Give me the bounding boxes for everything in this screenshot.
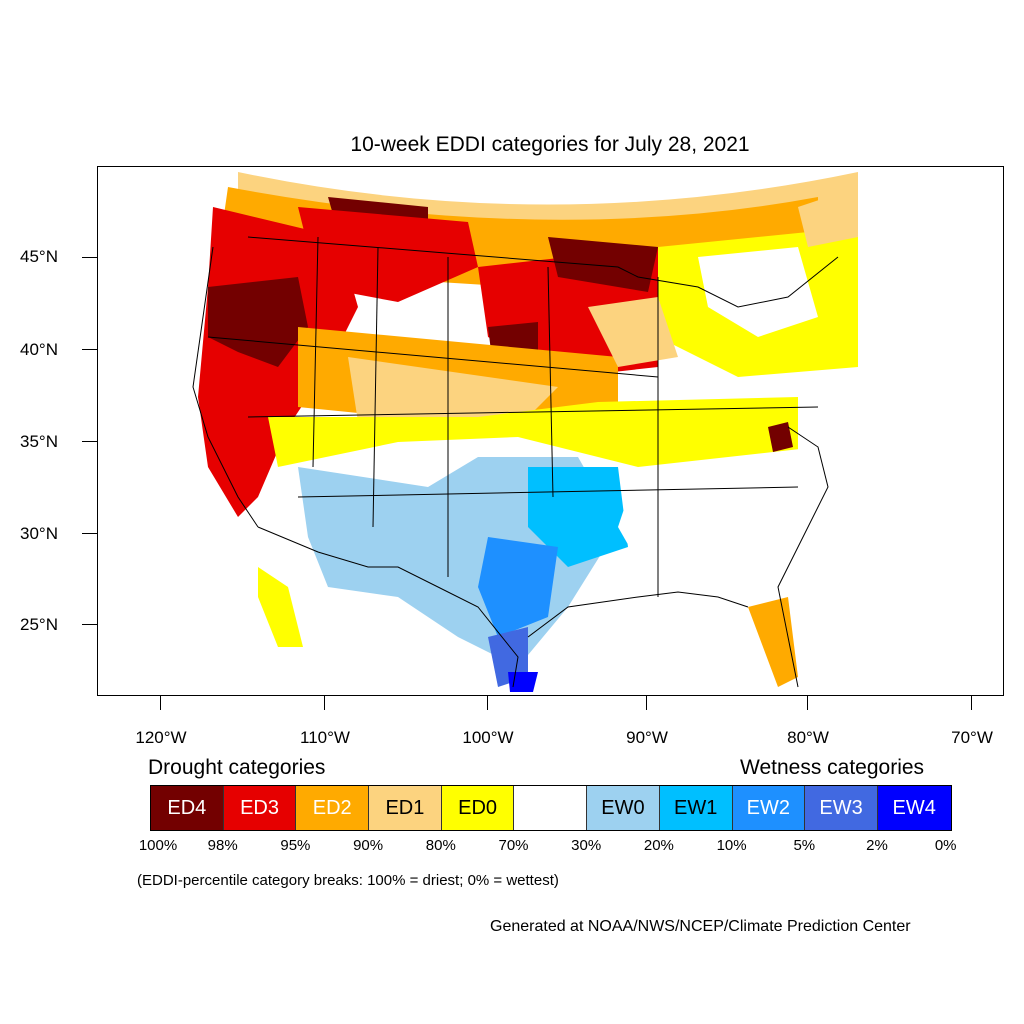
map-title: 10-week EDDI categories for July 28, 202… [350,133,750,156]
percentile-label: 90% [353,837,384,854]
boundary-lines [192,236,839,688]
lat-tick [82,349,97,350]
state-line-d [547,266,554,498]
region-ew4-coast [508,672,538,692]
map-panel [97,166,1004,696]
region-ed4-northwest [208,277,308,367]
legend-swatch-ed4: ED4 [151,786,224,830]
percentile-label: 0% [934,837,957,854]
drought-heading: Drought categories [148,756,326,779]
legend-swatch-ew2: EW2 [732,786,806,830]
state-line-g [247,406,819,418]
percentile-label: 95% [280,837,311,854]
lat-label-35: 35°N [20,432,58,451]
lon-tick [487,696,488,710]
credit-line: Generated at NOAA/NWS/NCEP/Climate Predi… [490,918,911,935]
lat-tick [82,533,97,534]
lat-label-40: 40°N [20,340,58,359]
region-ed4-dakotas [548,237,658,292]
region-ed1-central [348,357,558,427]
lon-tick [324,696,325,710]
us-mexico-border [257,526,519,688]
legend-swatch-ed2: ED2 [296,786,370,830]
lat-tick [82,624,97,625]
lon-tick [971,696,972,710]
lon-label-70: 70°W [951,728,993,747]
legend-swatch-ew1: EW1 [659,786,733,830]
lat-label-25: 25°N [20,615,58,634]
legend-swatch-ew3: EW3 [805,786,878,830]
region-ed3-montana [298,207,478,302]
region-none-northeast [698,247,818,337]
region-ed0-plains [268,397,798,467]
lon-tick [646,696,647,710]
region-ed1-northeast [798,187,858,247]
lon-tick [807,696,808,710]
lon-tick [160,696,161,710]
state-line-f [207,336,659,378]
lat-tick [82,257,97,258]
state-line-b [372,246,379,528]
state-line-h [297,486,799,498]
percentile-label: 70% [498,837,529,854]
east-coast [777,426,829,688]
percentile-label: 100% [138,837,178,854]
region-ed3-virginia [768,422,793,452]
lat-label-45: 45°N [20,247,58,266]
region-ed0-baja [258,567,303,647]
legend-swatch-ed0: ED0 [441,786,515,830]
legend-swatch-ed1: ED1 [369,786,442,830]
region-none-southeast [618,447,818,597]
region-ed2-florida [748,597,798,687]
eddi-map [192,172,858,692]
percentile-label: 2% [866,837,888,854]
lon-label-110: 110°W [300,728,350,747]
state-line-a [312,236,319,468]
region-ed1-michigan [588,297,678,367]
legend-swatch-ed3: ED3 [223,786,297,830]
west-coast [192,246,259,528]
lat-tick [82,441,97,442]
wetness-heading: Wetness categories [740,756,925,779]
percentile-label: 98% [207,837,238,854]
category-legend: ED4 ED3 ED2 ED1 ED0 EW0 EW1 EW2 EW3 EW4 [150,785,952,831]
legend-swatch-ew4: EW4 [877,786,951,830]
lon-label-100: 100°W [462,728,514,747]
lon-label-90: 90°W [626,728,668,747]
us-canada-border [247,236,839,308]
percentile-label: 80% [425,837,456,854]
percentile-label: 10% [716,837,747,854]
percentile-label: 20% [643,837,674,854]
lon-label-80: 80°W [787,728,829,747]
lat-label-30: 30°N [20,524,58,543]
lon-label-120: 120°W [135,728,187,747]
legend-swatch-none [514,786,588,830]
category-note: (EDDI-percentile category breaks: 100% =… [137,872,559,889]
legend-swatch-ew0: EW0 [587,786,660,830]
region-ew2-texas [478,537,558,637]
percentile-label: 5% [793,837,816,854]
percentile-label: 30% [571,837,602,854]
